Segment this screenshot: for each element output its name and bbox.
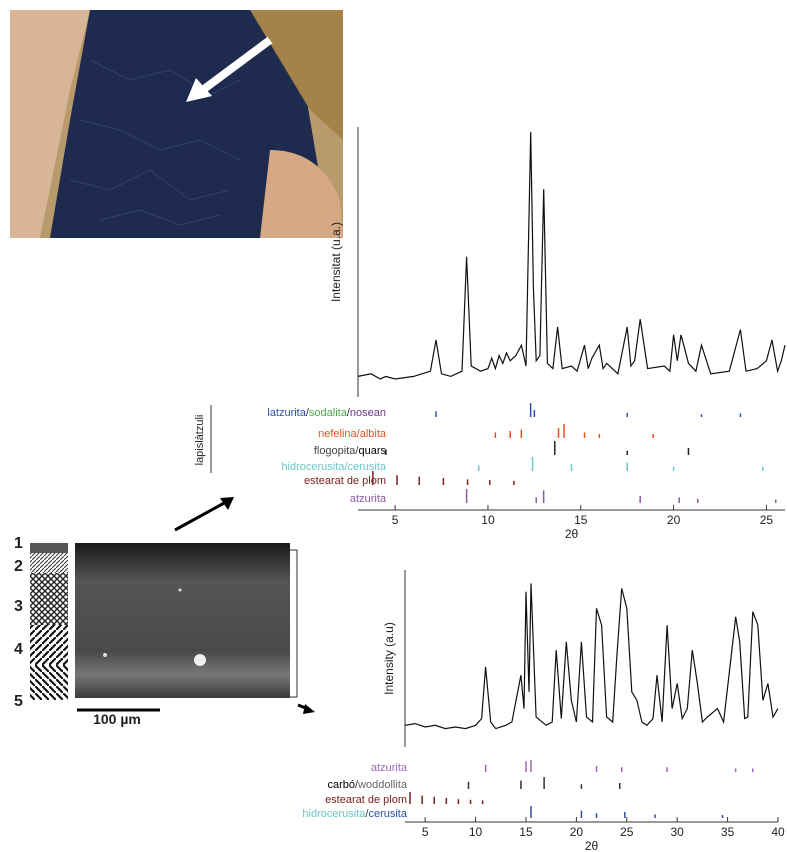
phase-label: nefelina/albita	[318, 428, 387, 440]
phase-label-part: nefelina	[318, 428, 357, 440]
x-tick-label: 25	[620, 825, 634, 839]
x-tick-label: 10	[469, 825, 483, 839]
phase-label-part: sodalita	[309, 407, 348, 419]
phase-label-part: /	[355, 445, 359, 457]
x-tick-label: 40	[771, 825, 785, 839]
x-axis-label: 2θ	[565, 527, 579, 541]
x-tick-label: 5	[422, 825, 429, 839]
x-tick-label: 15	[519, 825, 533, 839]
x-tick-label: 20	[667, 513, 681, 527]
phase-label-part: /	[347, 407, 351, 419]
phase-label: atzurita	[350, 493, 387, 505]
x-tick-label: 20	[570, 825, 584, 839]
x-tick-label: 5	[392, 513, 399, 527]
phase-label-part: flogopita	[314, 445, 356, 457]
phase-label: hidrocerusita/cerusita	[281, 461, 386, 473]
phase-label: hidrocerusita/cerusita	[302, 808, 407, 820]
scale-bar-label: 100 µm	[93, 711, 141, 727]
phase-label-part: cerusita	[347, 461, 386, 473]
phase-label: atzurita	[371, 762, 408, 774]
y-axis-label: Intensitat (u.a.)	[329, 222, 343, 302]
phase-label-part: /	[357, 428, 361, 440]
layer-number: 3	[14, 598, 23, 615]
sem-image	[75, 543, 298, 712]
phase-label-part: estearat de plom	[325, 794, 407, 806]
phase-label: carbó/woddollita	[327, 779, 407, 791]
phase-label-part: cerusita	[368, 808, 407, 820]
phase-label-part: /	[306, 407, 310, 419]
layer-schematic	[30, 543, 68, 700]
layer-number: 2	[14, 558, 23, 575]
phase-label-part: hidrocerusita	[302, 808, 366, 820]
phase-label: estearat de plom	[325, 794, 407, 806]
phase-label-part: quars	[358, 445, 386, 457]
phase-label-part: carbó	[327, 779, 355, 791]
x-tick-label: 30	[671, 825, 685, 839]
x-tick-label: 25	[760, 513, 774, 527]
phase-label-part: latzurita	[267, 407, 306, 419]
arrows	[174, 497, 315, 714]
phase-label: latzurita/sodalita/nosean	[267, 407, 386, 419]
phase-label-part: nosean	[350, 407, 386, 419]
painting-photo	[10, 10, 343, 238]
phase-label-part: atzurita	[371, 762, 408, 774]
phase-label-part: /	[344, 461, 348, 473]
layer-number: 4	[14, 641, 23, 658]
y-axis-label: Intensity (a.u)	[382, 622, 396, 695]
spectrum-line	[357, 131, 786, 380]
phase-label-part: estearat de plom	[304, 475, 386, 487]
phase-label-part: atzurita	[350, 493, 387, 505]
phase-label: flogopita/quars	[314, 445, 387, 457]
x-tick-label: 15	[574, 513, 588, 527]
layer-number: 5	[14, 693, 23, 710]
spectrum-line	[404, 583, 779, 730]
phase-label-part: albita	[360, 428, 387, 440]
phase-label-part: woddollita	[357, 779, 408, 791]
phase-label-part: hidrocerusita	[281, 461, 345, 473]
phase-label: estearat de plom	[304, 475, 386, 487]
x-tick-label: 35	[721, 825, 735, 839]
x-axis-label: 2θ	[585, 839, 599, 852]
phase-label-part: /	[365, 808, 369, 820]
group-label: lapislàtzuli	[194, 415, 206, 466]
layer-number: 1	[14, 535, 23, 552]
phase-label-part: /	[355, 779, 359, 791]
x-tick-label: 10	[481, 513, 495, 527]
